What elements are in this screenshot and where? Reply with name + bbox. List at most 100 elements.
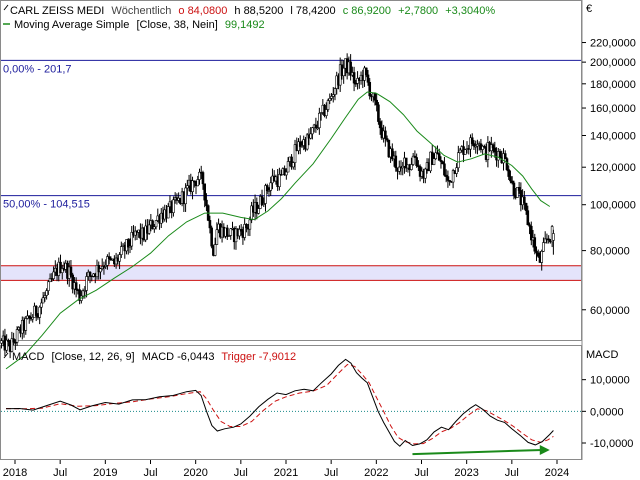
candle-body xyxy=(14,341,17,344)
candle-body xyxy=(265,185,269,192)
candle-body xyxy=(528,224,531,227)
price-tick-label: 200,0000 xyxy=(590,57,636,69)
candle-body xyxy=(434,152,438,159)
candle-body xyxy=(106,256,109,266)
candle-body xyxy=(413,155,417,158)
time-tick-label: 2023 xyxy=(454,467,478,479)
candle-body xyxy=(394,155,398,169)
candle-body xyxy=(285,171,288,176)
candle-body xyxy=(52,271,55,279)
trigger-line xyxy=(5,363,554,445)
candle-body xyxy=(229,228,233,236)
candle-body xyxy=(184,187,187,205)
open-value: o 84,0800 xyxy=(178,5,227,17)
candle-body xyxy=(325,109,328,117)
candle-body xyxy=(486,142,490,160)
candle-body xyxy=(203,183,206,201)
candle-body xyxy=(498,151,502,158)
candle-body xyxy=(99,268,102,273)
candle-body xyxy=(342,67,345,77)
candle-body xyxy=(441,161,444,165)
macd-tick-label: -10,0000 xyxy=(590,438,633,450)
candle-body xyxy=(225,227,229,237)
candle-body xyxy=(524,202,528,211)
macd-y-axis: -10,0000 0,0000 10,0000 xyxy=(582,375,633,450)
candle-body xyxy=(126,239,130,248)
candle-body xyxy=(472,143,476,147)
macd-value: MACD -6,0443 xyxy=(142,351,215,363)
candle-body xyxy=(326,100,330,110)
change-pct-value: +3,3040% xyxy=(445,5,495,17)
candle-body xyxy=(154,220,158,228)
candle-body xyxy=(60,268,64,274)
candle-body xyxy=(172,199,175,213)
candle-body xyxy=(305,134,309,150)
candle-body xyxy=(243,224,246,238)
candle-body xyxy=(535,250,538,254)
candle-body xyxy=(107,256,111,259)
candle-body xyxy=(81,290,85,297)
ma-name: Moving Average Simple xyxy=(14,19,129,31)
price-tick-label: 180,0000 xyxy=(590,79,636,91)
candle-body xyxy=(375,99,378,106)
candle-body xyxy=(38,306,41,318)
candle-body xyxy=(166,206,170,219)
candle-body xyxy=(83,290,87,292)
candle-body xyxy=(104,265,107,267)
candle-body xyxy=(88,271,92,277)
candle-body xyxy=(493,147,497,153)
time-tick-label: 2021 xyxy=(274,467,298,479)
price-tick-label: 120,0000 xyxy=(590,162,636,174)
candle-body xyxy=(147,224,151,234)
candle-body xyxy=(186,185,189,189)
candle-body xyxy=(43,295,47,298)
macd-tick-label: 10,0000 xyxy=(590,375,630,387)
candle-body xyxy=(290,156,293,168)
candle-body xyxy=(278,174,281,187)
candle-body xyxy=(41,297,45,304)
instrument-name: CARL ZEISS MEDI xyxy=(10,5,104,17)
candle-body xyxy=(483,145,486,148)
candle-body xyxy=(510,180,514,184)
candle-body xyxy=(10,338,14,352)
candle-body xyxy=(458,149,462,154)
divergence-arrow-head xyxy=(539,444,550,455)
candle-body xyxy=(366,74,370,83)
candle-body xyxy=(260,196,264,205)
candle-body xyxy=(384,130,387,139)
candle-body xyxy=(196,179,200,187)
time-tick-label: 2020 xyxy=(183,467,207,479)
divergence-arrow-shaft xyxy=(412,448,542,456)
candle-body xyxy=(286,161,290,173)
candle-body xyxy=(15,329,19,343)
ma-value: 99,1492 xyxy=(225,19,265,31)
candle-body xyxy=(404,157,408,169)
candle-body xyxy=(133,230,137,236)
currency-label: € xyxy=(586,3,592,15)
price-tick-label: 140,0000 xyxy=(590,130,636,142)
time-tick-label: Jul xyxy=(143,467,157,479)
candle-body xyxy=(191,180,194,193)
candle-body xyxy=(331,94,335,97)
candle-body xyxy=(47,281,50,291)
candle-body xyxy=(71,274,74,290)
time-tick-label: 2022 xyxy=(364,467,388,479)
candle-body xyxy=(311,127,314,135)
candle-body xyxy=(118,254,121,262)
candle-body xyxy=(210,227,213,247)
macd-name: MACD xyxy=(12,351,44,363)
candle-body xyxy=(526,210,530,226)
candle-body xyxy=(255,202,259,214)
macd-legend-swatch xyxy=(3,352,9,359)
candle-body xyxy=(151,220,154,230)
candle-body xyxy=(45,290,48,296)
candle-body xyxy=(470,137,474,144)
candle-body xyxy=(250,205,253,221)
candle-body xyxy=(455,167,458,174)
macd-line xyxy=(5,358,554,447)
candle-body xyxy=(78,289,81,301)
candle-body xyxy=(424,168,427,179)
candle-body xyxy=(300,145,304,147)
candle-body xyxy=(291,162,295,168)
